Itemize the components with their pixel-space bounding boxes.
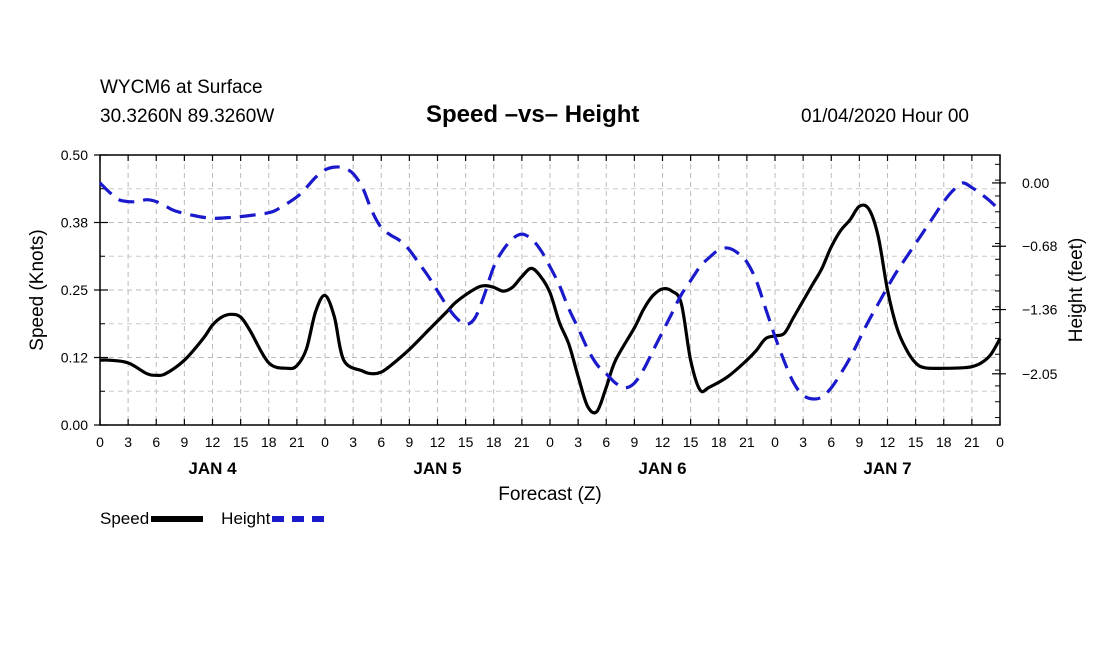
x-tick-label: 15: [233, 434, 249, 450]
x-tick-label: 0: [546, 434, 554, 450]
legend-height-label: Height: [221, 509, 271, 528]
x-tick-label: 0: [96, 434, 104, 450]
x-tick-label: 21: [514, 434, 530, 450]
y-axis-left-label: Speed (Knots): [27, 229, 48, 350]
datetime-label: 01/04/2020 Hour 00: [801, 106, 969, 127]
x-tick-label: 12: [655, 434, 671, 450]
grid: [100, 155, 1000, 425]
x-tick-label: 0: [771, 434, 779, 450]
x-tick-label: 15: [683, 434, 699, 450]
legend: Speed Height: [100, 509, 342, 529]
x-tick-label: 0: [996, 434, 1004, 450]
x-tick-label: 9: [180, 434, 188, 450]
y-right-tick-label: −0.68: [1022, 238, 1058, 254]
day-label: JAN 7: [863, 459, 911, 478]
x-tick-label: 18: [261, 434, 277, 450]
x-tick-label: 0: [321, 434, 329, 450]
series-line-height: [98, 165, 1002, 401]
x-tick-label: 18: [711, 434, 727, 450]
x-tick-label: 3: [799, 434, 807, 450]
day-label: JAN 5: [413, 459, 461, 478]
legend-speed-swatch: [151, 516, 204, 522]
x-tick-label: 6: [377, 434, 385, 450]
x-tick-label: 3: [124, 434, 132, 450]
chart-title: Speed –vs– Height: [426, 101, 640, 128]
x-tick-label: 3: [574, 434, 582, 450]
x-tick-label: 18: [936, 434, 952, 450]
day-label: JAN 4: [188, 459, 237, 478]
x-tick-label: 21: [964, 434, 980, 450]
y-left-tick-label: 0.12: [61, 350, 88, 366]
x-tick-label: 12: [205, 434, 221, 450]
station-label: WYCM6 at Surface: [100, 77, 263, 98]
x-tick-label: 12: [880, 434, 896, 450]
y-left-tick-label: 0.38: [61, 215, 88, 231]
x-tick-label: 15: [458, 434, 474, 450]
series-line-speed: [99, 203, 1002, 415]
y-right-tick-label: −2.05: [1022, 366, 1058, 382]
y-left-tick-label: 0.50: [61, 147, 88, 163]
x-tick-label: 9: [405, 434, 413, 450]
x-tick-label: 9: [630, 434, 638, 450]
y-left-tick-label: 0.00: [61, 417, 88, 433]
legend-speed-label: Speed: [100, 509, 150, 528]
x-tick-label: 6: [827, 434, 835, 450]
legend-height-swatch: [272, 516, 325, 522]
day-label: JAN 6: [638, 459, 686, 478]
x-tick-label: 12: [430, 434, 446, 450]
coordinates-label: 30.3260N 89.3260W: [100, 106, 275, 127]
y-right-tick-label: 0.00: [1022, 175, 1049, 191]
x-tick-label: 6: [152, 434, 160, 450]
x-axis-label: Forecast (Z): [498, 484, 601, 505]
y-left-tick-label: 0.25: [61, 282, 88, 298]
y-axis-right-label: Height (feet): [1066, 238, 1087, 343]
x-tick-label: 18: [486, 434, 502, 450]
x-tick-label: 9: [855, 434, 863, 450]
x-tick-label: 21: [289, 434, 305, 450]
x-tick-label: 3: [349, 434, 357, 450]
series-lines: [98, 165, 1002, 415]
x-tick-label: 6: [602, 434, 610, 450]
axis-ticks: 0 3 6 9 12 15 18 21 0 3 6 9 12 15 18 21 0 3 6 9 12 15 18 21 0 3 6 9…: [61, 147, 1058, 478]
x-tick-label: 15: [908, 434, 924, 450]
y-right-tick-label: −1.36: [1022, 302, 1058, 318]
x-tick-label: 21: [739, 434, 755, 450]
